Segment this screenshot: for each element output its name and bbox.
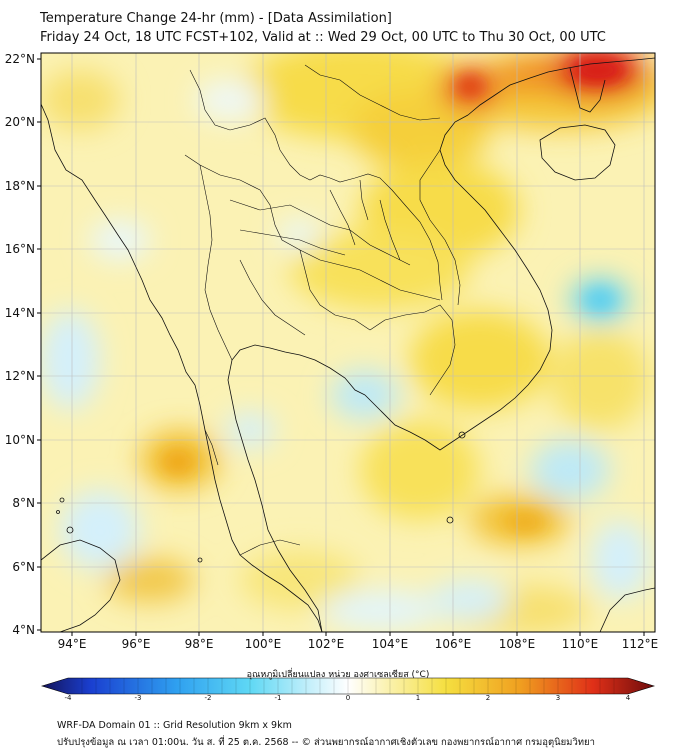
- country-borders: [184, 64, 461, 556]
- map-frame: [40, 52, 656, 633]
- colorbar-title: อุณหภูมิเปลี่ยนแปลง หน่วย องศาเซลเซียส (…: [246, 670, 430, 680]
- gridlines: [41, 53, 655, 632]
- lat-label: 22°N: [5, 52, 35, 66]
- lat-label: 8°N: [12, 496, 35, 510]
- colorbar-tick-label: 3: [556, 694, 560, 702]
- colorbar-tick-label: -1: [275, 694, 282, 702]
- lat-label: 6°N: [12, 560, 35, 574]
- lon-label: 98°E: [185, 637, 214, 651]
- lon-label: 94°E: [58, 637, 87, 651]
- footer-credit: ปรับปรุงข้อมูล ณ เวลา 01:00น. วัน ส. ที่…: [57, 737, 595, 748]
- lat-label: 10°N: [5, 433, 35, 447]
- colorbar: -4 -3 -2 -1 0 1 2 3 4: [40, 677, 656, 702]
- colorbar-tick-label: 2: [486, 694, 490, 702]
- lon-label: 96°E: [122, 637, 151, 651]
- lon-label: 112°E: [622, 637, 659, 651]
- lat-label: 18°N: [5, 179, 35, 193]
- lat-label: 20°N: [5, 115, 35, 129]
- colorbar-tick-label: -3: [135, 694, 142, 702]
- lon-label: 110°E: [562, 637, 599, 651]
- colorbar-scale: [40, 677, 656, 695]
- lon-label: 100°E: [245, 637, 282, 651]
- lat-label: 4°N: [12, 623, 35, 637]
- colorbar-tick-label: 4: [626, 694, 631, 702]
- lon-label: 108°E: [499, 637, 536, 651]
- colorbar-tick-label: 1: [416, 694, 420, 702]
- lat-label: 12°N: [5, 369, 35, 383]
- lon-label: 102°E: [308, 637, 345, 651]
- coastlines: [41, 57, 655, 632]
- lon-label: 106°E: [435, 637, 472, 651]
- lat-label: 14°N: [5, 306, 35, 320]
- footer-model-info: WRF-DA Domain 01 :: Grid Resolution 9km …: [57, 720, 292, 731]
- lat-label: 16°N: [5, 242, 35, 256]
- colorbar-tick-label: -4: [65, 694, 73, 702]
- chart-subtitle: Friday 24 Oct, 18 UTC FCST+102, Valid at…: [40, 30, 606, 45]
- temperature-change-field: [41, 53, 655, 632]
- lon-label: 104°E: [372, 637, 409, 651]
- colorbar-tick-label: 0: [346, 694, 350, 702]
- axis-ticks: [37, 58, 645, 636]
- colorbar-tick-label: -2: [205, 694, 212, 702]
- chart-title: Temperature Change 24-hr (mm) - [Data As…: [40, 11, 392, 26]
